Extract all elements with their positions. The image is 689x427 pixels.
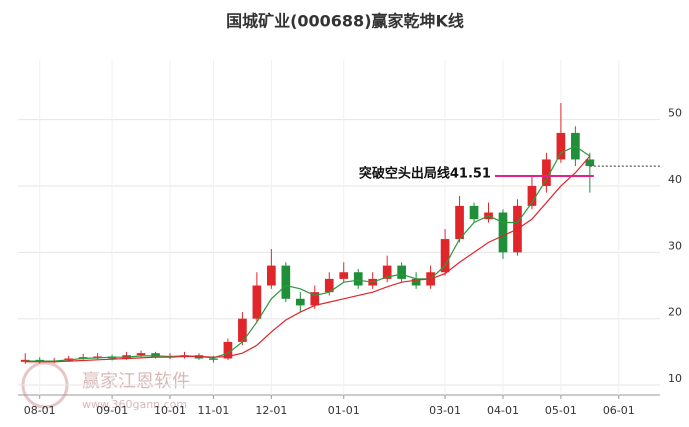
x-tick-label: 08-01 bbox=[24, 404, 56, 417]
candle-body bbox=[455, 205, 464, 240]
candle-body bbox=[324, 278, 334, 293]
y-tick-label: 10 bbox=[668, 372, 682, 385]
x-tick-label: 05-01 bbox=[545, 404, 577, 417]
candle-body bbox=[267, 265, 276, 286]
x-tick-label: 11-01 bbox=[197, 404, 229, 417]
candle-body bbox=[440, 239, 450, 273]
candle-body bbox=[556, 132, 566, 160]
candle-body bbox=[382, 265, 392, 279]
candle-body bbox=[397, 265, 406, 279]
candle-body bbox=[469, 205, 479, 220]
annotation-label: 突破空头出局线41.51 bbox=[359, 165, 491, 181]
candle-body bbox=[585, 159, 595, 167]
candle-body bbox=[310, 292, 320, 306]
candle-body bbox=[151, 353, 160, 358]
x-tick-label: 09-01 bbox=[96, 404, 128, 417]
candle-body bbox=[411, 278, 421, 286]
x-tick-label: 06-01 bbox=[603, 404, 635, 417]
candle-body bbox=[281, 265, 291, 299]
candle-body bbox=[136, 353, 146, 356]
candle-body bbox=[353, 272, 363, 286]
candle-body bbox=[209, 358, 218, 360]
candle-body bbox=[542, 159, 551, 186]
candle-body bbox=[295, 298, 305, 306]
candle-body bbox=[252, 285, 262, 319]
watermark-url: www.360gann.com bbox=[82, 398, 187, 411]
candle-body bbox=[78, 357, 88, 359]
moving-average-line bbox=[25, 145, 591, 362]
candle-body bbox=[223, 341, 233, 359]
y-tick-label: 40 bbox=[668, 173, 682, 186]
y-tick-label: 30 bbox=[668, 239, 682, 252]
x-tick-label: 12-01 bbox=[255, 404, 287, 417]
x-tick-label: 10-01 bbox=[154, 404, 186, 417]
moving-average-line bbox=[25, 155, 591, 363]
candle-body bbox=[238, 318, 247, 342]
candle-body bbox=[93, 356, 102, 358]
x-tick-label: 03-01 bbox=[429, 404, 461, 417]
candle-body bbox=[339, 272, 349, 279]
y-tick-label: 20 bbox=[668, 306, 682, 319]
x-tick-label: 01-01 bbox=[328, 404, 360, 417]
watermark-text: 赢家江恩软件 bbox=[82, 370, 190, 392]
y-tick-label: 50 bbox=[668, 107, 682, 120]
candle-body bbox=[527, 185, 537, 206]
candle-body bbox=[498, 212, 508, 253]
x-tick-label: 04-01 bbox=[487, 404, 519, 417]
chart-title: 国城矿业(000688)赢家乾坤K线 bbox=[226, 12, 464, 31]
